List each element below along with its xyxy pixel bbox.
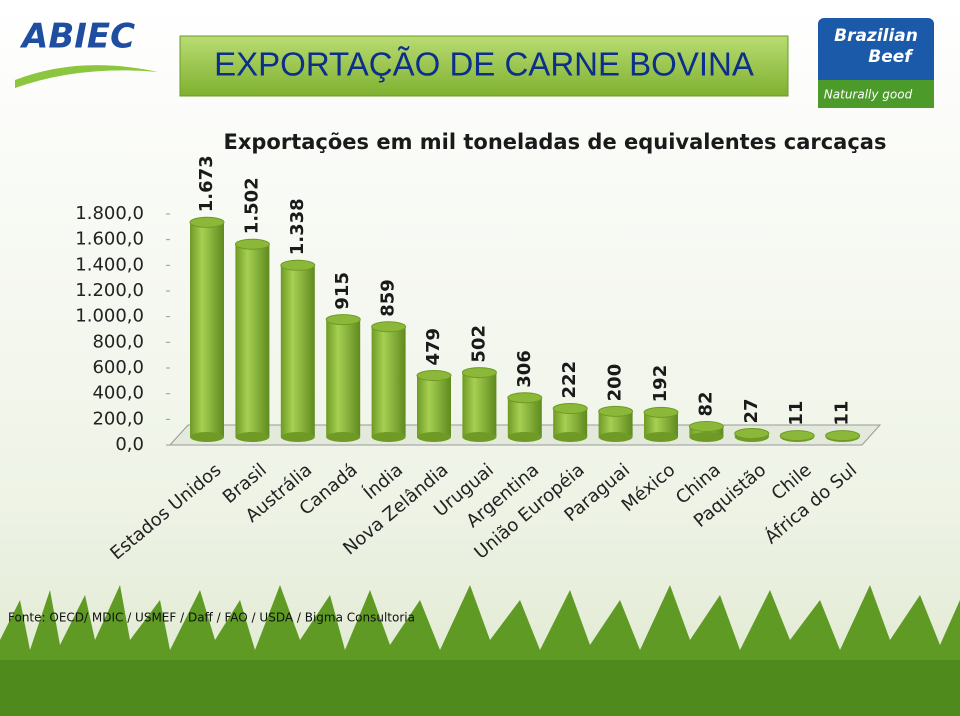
bar-top <box>325 314 361 326</box>
logo-tagline: Naturally good <box>824 88 913 102</box>
value-label: 1.673 <box>196 155 217 212</box>
bar-body <box>235 244 270 437</box>
bar <box>552 403 588 442</box>
value-label: 11 <box>832 401 853 426</box>
bar-body <box>507 397 542 437</box>
y-tick-label: 1.800,0 <box>75 203 144 224</box>
logo-right: Brazilian Beef Naturally good <box>818 18 934 108</box>
bar-top <box>189 216 225 228</box>
bar-base <box>462 432 497 442</box>
bar <box>234 238 270 442</box>
bar-base <box>507 432 542 442</box>
bar-top <box>371 321 407 333</box>
grass <box>0 585 960 716</box>
value-label: 11 <box>786 401 807 426</box>
y-tick-label: 1.400,0 <box>75 254 144 275</box>
chart-title: Exportações em mil toneladas de equivale… <box>224 130 887 154</box>
bar <box>507 392 543 442</box>
value-label: 192 <box>650 365 671 403</box>
bar-base <box>553 432 588 442</box>
bar <box>825 430 861 442</box>
bar-top <box>825 430 861 442</box>
bar-top <box>416 370 452 382</box>
y-tick-label: 1.600,0 <box>75 229 144 250</box>
value-label: 27 <box>741 398 762 423</box>
value-label: 306 <box>514 350 535 388</box>
bar-body <box>462 372 497 437</box>
bar <box>461 367 497 442</box>
bar-top <box>598 405 634 417</box>
bar-top <box>734 428 770 440</box>
bar <box>779 430 815 442</box>
bar <box>688 420 724 442</box>
value-label: 1.502 <box>241 177 262 234</box>
bar-top <box>552 403 588 415</box>
bar-body <box>417 375 451 437</box>
y-tick-label: 800,0 <box>92 331 144 352</box>
bar-top <box>779 430 815 442</box>
bar-base <box>417 432 451 442</box>
value-label: 1.338 <box>287 198 308 255</box>
value-label: 479 <box>423 328 444 366</box>
bar-body <box>280 265 315 437</box>
y-tick-label: 600,0 <box>92 357 144 378</box>
bar-base <box>644 432 678 442</box>
logo-text: ABIEC <box>19 17 135 57</box>
bar-base <box>689 432 724 442</box>
bar <box>416 370 452 442</box>
title-box <box>179 35 789 97</box>
y-tick-label: 1.000,0 <box>75 306 144 327</box>
bar-body <box>371 326 406 437</box>
bar-body <box>190 222 224 437</box>
logo-left: ABIEC <box>15 17 158 88</box>
value-label: 502 <box>468 325 489 363</box>
bar-top <box>280 259 316 271</box>
value-label: 200 <box>605 364 626 402</box>
bar-base <box>371 432 406 442</box>
bar-base <box>280 432 315 442</box>
bar-base <box>235 432 270 442</box>
y-tick-label: 400,0 <box>92 383 144 404</box>
bar-top <box>688 420 724 432</box>
bar <box>371 321 407 442</box>
bar <box>598 405 634 442</box>
value-label: 222 <box>559 361 580 399</box>
bar <box>280 259 316 442</box>
slide-title: EXPORTAÇÃO DE CARNE BOVINA <box>214 46 754 83</box>
bar-base <box>190 432 224 442</box>
y-tick-label: 1.200,0 <box>75 280 144 301</box>
logo-text: Beef <box>868 47 914 67</box>
logo-text: Brazilian <box>834 26 918 46</box>
source-note: Fonte: OECD/ MDIC / USMEF / Daff / FAO /… <box>8 611 415 625</box>
bar <box>325 314 361 442</box>
y-tick-label: 0,0 <box>115 434 144 455</box>
bar <box>189 216 225 442</box>
value-label: 82 <box>695 391 716 416</box>
y-tick-label: 200,0 <box>92 408 144 429</box>
bar-base <box>598 432 633 442</box>
bar <box>643 406 679 442</box>
bar-top <box>507 392 543 404</box>
bar-base <box>326 432 361 442</box>
bar-top <box>643 406 679 418</box>
value-label: 915 <box>332 272 353 310</box>
value-label: 859 <box>378 279 399 317</box>
bar-body <box>326 319 361 437</box>
bar-top <box>461 367 497 379</box>
bar-top <box>234 238 270 250</box>
bar <box>734 428 770 442</box>
